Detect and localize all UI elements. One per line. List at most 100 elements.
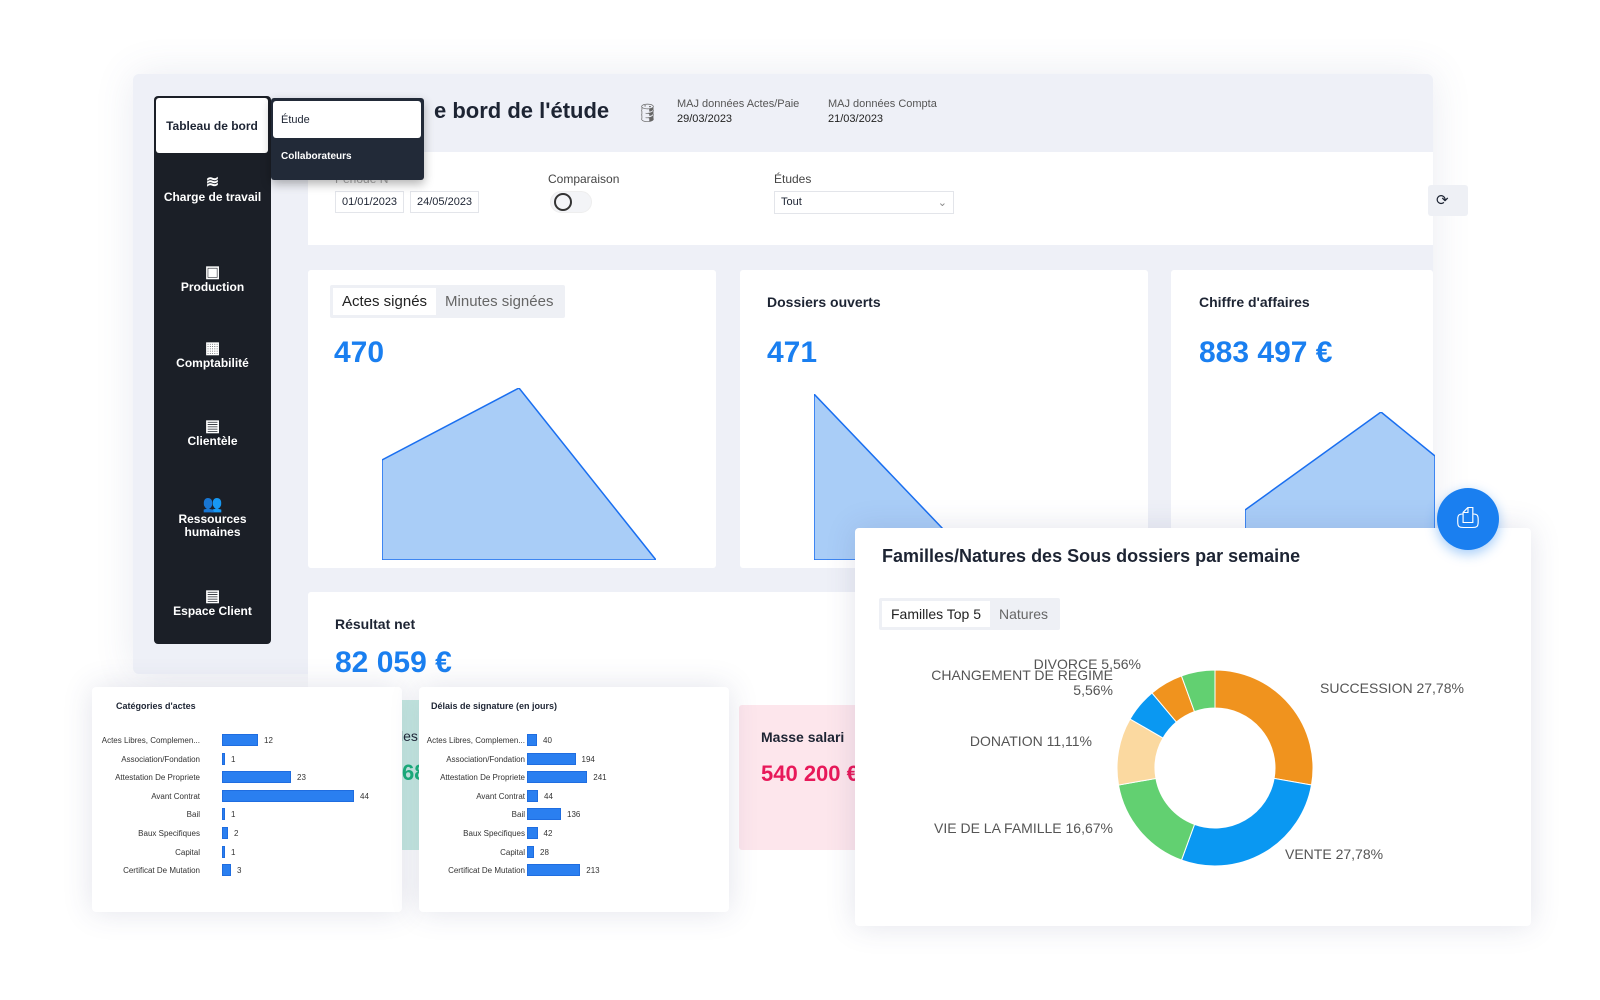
refresh-icon: ⟳ <box>1436 192 1449 209</box>
sidebar-item-espace-client[interactable]: ▤ Espace Client <box>154 588 271 618</box>
bar-value: 42 <box>543 829 553 838</box>
folder-gear-icon: ▣ <box>204 264 221 281</box>
sidebar-item-rh[interactable]: 👥 Ressources humaines <box>154 496 271 539</box>
bar <box>222 864 231 877</box>
bar-label: Avant Contrat <box>476 791 525 801</box>
briefcase-icon: ▤ <box>204 418 221 435</box>
database-icon: 🛢 <box>636 103 659 123</box>
sidebar-item-tableau-de-bord[interactable]: Tableau de bord <box>156 98 268 153</box>
bar-label: Certificat De Mutation <box>123 866 200 876</box>
sidebar-item-label: Espace Client <box>173 604 252 618</box>
familles-title: Familles/Natures des Sous dossiers par s… <box>882 546 1301 566</box>
sidebar-item-comptabilite[interactable]: ▦ Comptabilité <box>154 340 271 370</box>
comparaison-label: Comparaison <box>548 172 620 186</box>
donut-slice[interactable] <box>1214 669 1314 786</box>
bar <box>527 771 588 784</box>
maj-actes-date: 29/03/2023 <box>677 113 733 125</box>
people-icon: 👥 <box>202 496 223 513</box>
bar-value: 1 <box>231 847 236 857</box>
donut-slice[interactable] <box>1180 669 1216 713</box>
calculator-icon: ▦ <box>204 340 221 357</box>
masse-value: 540 200 € <box>761 761 859 786</box>
bar-value: 194 <box>581 754 595 764</box>
bar-label: Capital <box>175 847 200 857</box>
maj-actes: MAJ données Actes/Paie 29/03/2023 <box>677 98 799 125</box>
date-end-input[interactable]: 24/05/2023 <box>410 191 480 213</box>
bar <box>527 808 561 821</box>
bar-value: 28 <box>540 847 549 857</box>
bar-value: 44 <box>544 791 553 801</box>
etudes-label: Études <box>774 172 812 186</box>
sidebar-item-clientele[interactable]: ▤ Clientèle <box>154 418 271 448</box>
kpi-card-actes: Actes signés Minutes signées 470 <box>308 270 716 568</box>
bar <box>527 845 534 858</box>
submenu-item-collaborateurs[interactable]: Collaborateurs <box>281 151 352 162</box>
bar-value: 1 <box>231 754 236 764</box>
print-button[interactable]: ⎙ <box>1437 488 1499 550</box>
donut-label: DIVORCE 5,56% <box>1033 656 1141 672</box>
bar <box>222 734 258 746</box>
ca-area <box>1245 412 1435 538</box>
sidebar-item-label: Production <box>180 280 245 294</box>
categories-panel: Catégories d'actes Actes Libres, Complem… <box>92 687 402 912</box>
resultat-title: Résultat net <box>335 616 416 632</box>
delais-title: Délais de signature (en jours) <box>431 701 558 711</box>
resultat-value: 82 059 € <box>335 646 452 679</box>
bar-value: 1 <box>231 810 236 820</box>
page-title: e bord de l'étude <box>434 98 610 123</box>
actes-area <box>382 388 656 560</box>
maj-actes-label: MAJ données Actes/Paie <box>677 98 800 110</box>
bar-value: 3 <box>237 866 242 876</box>
delais-panel: Délais de signature (en jours) Actes Lib… <box>419 687 729 912</box>
bar-value: 213 <box>586 866 600 876</box>
sidebar-item-charge[interactable]: ≋ Charge de travail <box>154 175 271 204</box>
actes-tabs: Actes signés Minutes signées <box>330 285 566 318</box>
bar <box>222 789 354 802</box>
dossiers-title: Dossiers ouverts <box>767 294 881 310</box>
bar-label: Certificat De Mutation <box>448 866 525 876</box>
donut-label: CHANGEMENT DE REGIME 5,56% <box>931 667 1113 698</box>
bar-value: 40 <box>543 736 552 745</box>
tab-natures[interactable]: Natures <box>999 606 1049 622</box>
dossiers-value: 471 <box>767 336 818 369</box>
refresh-button[interactable]: ⟳ <box>1428 185 1468 216</box>
bar <box>527 864 581 877</box>
sidebar-item-production[interactable]: ▣ Production <box>154 264 271 294</box>
bar-label: Baux Specifiques <box>463 829 525 838</box>
bar-label: Bail <box>511 810 525 820</box>
teal-title: les <box>400 728 418 744</box>
donut-slice[interactable] <box>1117 777 1196 861</box>
bar-value: 241 <box>593 773 607 783</box>
etudes-select[interactable]: Tout ⌄ <box>774 191 954 214</box>
masse-title: Masse salari <box>761 729 845 745</box>
date-start-input[interactable]: 01/01/2023 <box>335 191 405 213</box>
ca-title: Chiffre d'affaires <box>1199 294 1310 310</box>
briefcase-icon: ▤ <box>204 588 221 605</box>
donut-label: DONATION 11,11% <box>969 733 1092 749</box>
tab-actes-signes[interactable]: Actes signés <box>333 288 437 315</box>
tab-familles-top5[interactable]: Familles Top 5 <box>882 601 991 627</box>
printer-icon: ⎙ <box>1456 502 1480 533</box>
bar <box>222 845 225 858</box>
comparaison-toggle[interactable] <box>550 191 592 213</box>
bar <box>527 734 537 746</box>
bar-value: 136 <box>567 810 581 820</box>
donut-label: SUCCESSION 27,78% <box>1320 680 1464 696</box>
bar <box>222 808 225 821</box>
familles-panel: Familles/Natures des Sous dossiers par s… <box>855 528 1531 926</box>
dossiers-area-chart <box>814 394 945 560</box>
bar <box>222 827 228 839</box>
dossiers-area <box>814 394 945 560</box>
bar-label: Association/Fondation <box>121 754 200 764</box>
etudes-value: Tout <box>781 196 802 208</box>
kpi-card-dossiers: Dossiers ouverts 471 <box>740 270 1148 568</box>
submenu-item-etude[interactable]: Étude <box>273 101 421 138</box>
sidebar <box>154 96 271 644</box>
ca-value: 883 497 € <box>1199 336 1333 369</box>
donut-label: VENTE 27,78% <box>1285 846 1384 862</box>
toggle-knob <box>554 193 572 211</box>
maj-compta-label: MAJ données Compta <box>828 98 937 110</box>
sidebar-item-label: Clientèle <box>187 434 238 448</box>
tab-minutes-signees[interactable]: Minutes signées <box>445 293 554 310</box>
familles-tabs: Familles Top 5 Natures <box>879 598 1061 630</box>
